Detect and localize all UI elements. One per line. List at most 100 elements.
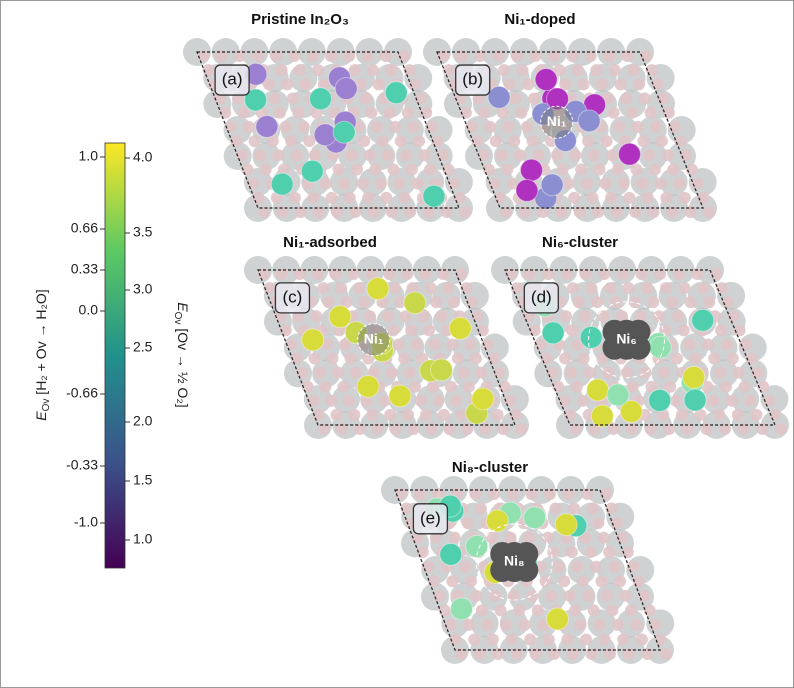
- oxygen-atom: [400, 502, 413, 515]
- oxygen-atom: [289, 191, 301, 204]
- oxygen-atom: [542, 268, 555, 280]
- oxygen-atom: [374, 177, 387, 190]
- oxygen-atom: [613, 120, 626, 133]
- oxygen-atom: [405, 324, 418, 337]
- oxygen-atom: [526, 135, 539, 148]
- oxygen-atom: [638, 92, 651, 105]
- oxygen-atom: [532, 149, 545, 162]
- oxygen-atom: [306, 50, 319, 62]
- oxygen-atom: [670, 394, 682, 407]
- oxygen-atom: [623, 191, 636, 204]
- oxygen-atom: [365, 268, 378, 280]
- oxygen-atom: [564, 408, 577, 421]
- oxygen-atom: [349, 206, 362, 218]
- oxygen-atom: [312, 206, 325, 218]
- oxygen-atom: [531, 604, 544, 617]
- oxygen-atom: [654, 268, 667, 280]
- oxygen-atom: [572, 296, 585, 309]
- oxygen-atom: [314, 366, 327, 379]
- oxygen-atom: [471, 310, 484, 323]
- oxygen-atom: [494, 604, 507, 617]
- oxygen-atom: [725, 394, 738, 407]
- oxygen-atom: [455, 648, 467, 660]
- oxygen-atom: [713, 408, 726, 421]
- oxygen-atom: [383, 268, 396, 280]
- oxygen-atom: [660, 282, 672, 295]
- oxygen-atom: [359, 92, 372, 105]
- dopant-atom: [388, 384, 412, 408]
- oxygen-atom: [393, 177, 406, 190]
- dopant-atom: [683, 388, 707, 412]
- oxygen-atom: [274, 106, 286, 119]
- oxygen-atom: [258, 268, 270, 280]
- oxygen-atom: [398, 191, 411, 204]
- oxygen-atom: [450, 394, 463, 407]
- oxygen-atom: [446, 575, 459, 588]
- oxygen-atom: [385, 206, 398, 218]
- oxygen-atom: [518, 618, 531, 631]
- oxygen-atom: [545, 589, 557, 602]
- oxygen-atom: [285, 338, 298, 351]
- oxygen-atom: [641, 191, 654, 204]
- oxygen-atom: [566, 50, 579, 62]
- oxygen-atom: [498, 64, 511, 77]
- oxygen-atom: [615, 310, 628, 323]
- oxygen-atom: [410, 338, 423, 351]
- oxygen-atom: [468, 633, 481, 646]
- oxygen-atom: [290, 149, 303, 162]
- oxygen-atom: [664, 380, 677, 393]
- oxygen-atom: [460, 282, 473, 295]
- oxygen-atom: [401, 268, 414, 280]
- oxygen-atom: [643, 149, 656, 162]
- dopant-atom: [313, 123, 337, 147]
- oxygen-atom: [424, 282, 437, 295]
- oxygen-atom: [266, 135, 279, 148]
- oxygen-atom: [523, 268, 536, 280]
- oxygen-atom: [571, 338, 584, 351]
- dopant-atom: [618, 142, 642, 166]
- oxygen-atom: [638, 589, 651, 602]
- oxygen-atom: [647, 296, 660, 309]
- oxygen-atom: [555, 206, 568, 218]
- oxygen-atom: [343, 191, 356, 204]
- oxygen-atom: [394, 135, 407, 148]
- oxygen-atom: [600, 589, 613, 602]
- oxygen-atom: [727, 310, 740, 323]
- oxygen-atom: [604, 648, 617, 660]
- oxygen-atom: [604, 282, 617, 295]
- oxygen-atom: [586, 502, 599, 515]
- oxygen-atom: [358, 135, 371, 148]
- oxygen-atom: [324, 50, 337, 62]
- oxygen-atom: [382, 149, 394, 162]
- oxygen-atom: [275, 268, 288, 280]
- oxygen-atom: [344, 352, 357, 365]
- oxygen-atom: [479, 423, 492, 435]
- oxygen-atom: [575, 163, 588, 176]
- oxygen-atom: [297, 120, 310, 133]
- dopant-atom: [309, 87, 333, 111]
- dopant-atom: [691, 308, 715, 332]
- oxygen-atom: [560, 310, 572, 323]
- oxygen-atom: [303, 135, 316, 148]
- oxygen-atom: [351, 163, 363, 176]
- oxygen-atom: [608, 64, 621, 77]
- right-tick-label: 2.0: [133, 413, 153, 429]
- oxygen-atom: [580, 633, 592, 646]
- oxygen-atom: [565, 324, 578, 337]
- oxygen-atom: [715, 282, 728, 295]
- oxygen-atom: [322, 296, 335, 309]
- oxygen-atom: [570, 423, 582, 435]
- oxygen-atom: [347, 268, 360, 280]
- left-tick-label: 0.0: [79, 302, 99, 318]
- oxygen-atom: [395, 488, 407, 500]
- cell-outline: [196, 51, 460, 209]
- oxygen-atom: [548, 648, 561, 660]
- oxygen-atom: [418, 149, 431, 162]
- oxygen-atom: [606, 604, 619, 617]
- oxygen-atom: [591, 296, 604, 309]
- oxygen-atom: [616, 268, 629, 280]
- dopant-atom: [682, 365, 706, 389]
- oxygen-atom: [577, 352, 590, 365]
- oxygen-atom: [356, 177, 369, 190]
- oxygen-atom: [547, 546, 560, 559]
